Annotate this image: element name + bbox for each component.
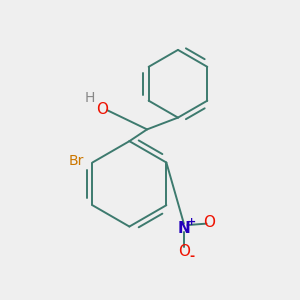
Text: H: H xyxy=(85,91,95,105)
Text: N: N xyxy=(178,220,190,236)
Text: O: O xyxy=(178,244,190,259)
Text: -: - xyxy=(190,250,195,263)
Text: +: + xyxy=(187,217,196,227)
Text: Br: Br xyxy=(68,154,84,168)
Text: O: O xyxy=(96,102,108,117)
Text: O: O xyxy=(203,214,215,230)
